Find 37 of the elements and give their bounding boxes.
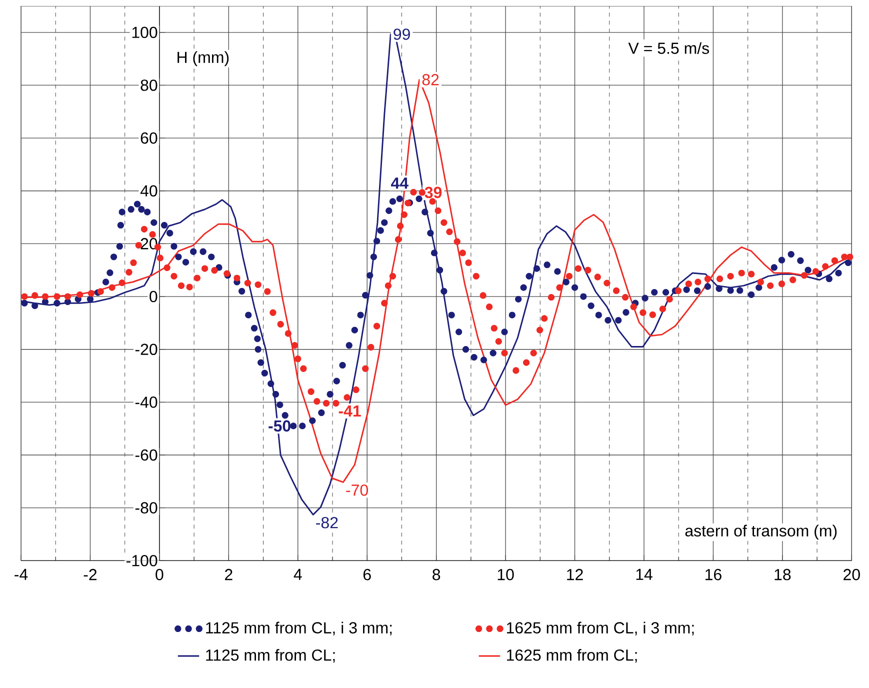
x-tick-label: -4 bbox=[14, 569, 28, 580]
annotation: 39 bbox=[424, 186, 442, 198]
annotation: -41 bbox=[338, 406, 361, 417]
legend-label: 1125 mm from CL; bbox=[206, 649, 335, 663]
x-tick-label: 2 bbox=[225, 569, 232, 580]
annotation: -82 bbox=[316, 517, 338, 528]
annotation: -70 bbox=[346, 484, 368, 496]
x-tick-label: 16 bbox=[706, 569, 722, 580]
annotation: -50 bbox=[268, 420, 290, 432]
y-axis-title: H (mm) bbox=[178, 51, 229, 66]
y-tick-label: 100 bbox=[132, 26, 158, 38]
x-tick-label: 10 bbox=[498, 569, 514, 580]
legend-label: 1625 mm from CL, i 3 mm; bbox=[506, 622, 694, 636]
x-tick-label: 4 bbox=[294, 569, 302, 580]
y-tick-label: -40 bbox=[135, 396, 158, 408]
y-tick-label: 80 bbox=[140, 80, 158, 92]
y-tick-label: -20 bbox=[135, 344, 158, 356]
y-tick-label: 0 bbox=[150, 291, 158, 302]
x-tick-label: 14 bbox=[636, 569, 652, 580]
x-tick-label: 8 bbox=[432, 569, 440, 580]
x-axis-title: astern of transom (m) bbox=[685, 524, 837, 540]
y-tick-label: -60 bbox=[135, 450, 158, 461]
x-tick-label: 12 bbox=[567, 569, 583, 580]
legend-label: 1125 mm from CL, i 3 mm; bbox=[206, 622, 392, 636]
annotation: 82 bbox=[422, 74, 439, 86]
x-tick-label: -2 bbox=[84, 569, 97, 580]
y-tick-label: 40 bbox=[140, 185, 158, 197]
annotation: 99 bbox=[394, 28, 410, 40]
y-tick-label: 60 bbox=[140, 132, 158, 144]
annotation: V = 5.5 m/s bbox=[628, 42, 710, 54]
y-tick-label: -80 bbox=[135, 502, 158, 514]
y-tick-label: -100 bbox=[126, 555, 158, 566]
x-tick-label: 18 bbox=[774, 569, 791, 580]
legend-label: 1625 mm from CL; bbox=[506, 649, 637, 663]
x-tick-label: 6 bbox=[363, 569, 371, 580]
annotation: 44 bbox=[391, 178, 408, 189]
x-tick-label: 20 bbox=[844, 569, 860, 580]
